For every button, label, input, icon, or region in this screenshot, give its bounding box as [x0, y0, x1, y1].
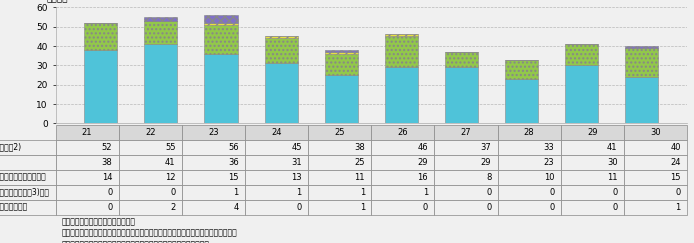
Bar — [264, 38, 298, 63]
Bar — [445, 67, 478, 123]
Bar — [505, 60, 538, 79]
Bar — [84, 50, 117, 123]
Bar — [384, 36, 418, 67]
Bar — [264, 36, 298, 38]
Bar — [625, 48, 659, 77]
Bar — [445, 52, 478, 67]
Bar — [325, 54, 358, 75]
Bar — [264, 63, 298, 123]
Bar — [325, 50, 358, 52]
Text: 注１：公職選挙法違反事件を除く。
　２：同一の被疑者で同種の余罪がある場合でも、一つの事件として計上している。
　３：公職にある者等のあっせん行為による利得等の: 注１：公職選挙法違反事件を除く。 ２：同一の被疑者で同種の余罪がある場合でも、一… — [62, 217, 237, 243]
Bar — [144, 21, 178, 44]
Bar — [144, 17, 178, 21]
Bar — [384, 35, 418, 36]
Bar — [625, 77, 659, 123]
Bar — [205, 25, 237, 54]
Bar — [565, 44, 598, 65]
Bar — [84, 23, 117, 50]
Bar — [384, 67, 418, 123]
Text: （事件）: （事件） — [46, 0, 68, 3]
Bar — [205, 54, 237, 123]
Bar — [325, 52, 358, 54]
Bar — [505, 79, 538, 123]
Bar — [205, 15, 237, 23]
Bar — [325, 75, 358, 123]
Bar — [144, 44, 178, 123]
Bar — [565, 65, 598, 123]
Bar — [625, 46, 659, 48]
Bar — [205, 23, 237, 25]
